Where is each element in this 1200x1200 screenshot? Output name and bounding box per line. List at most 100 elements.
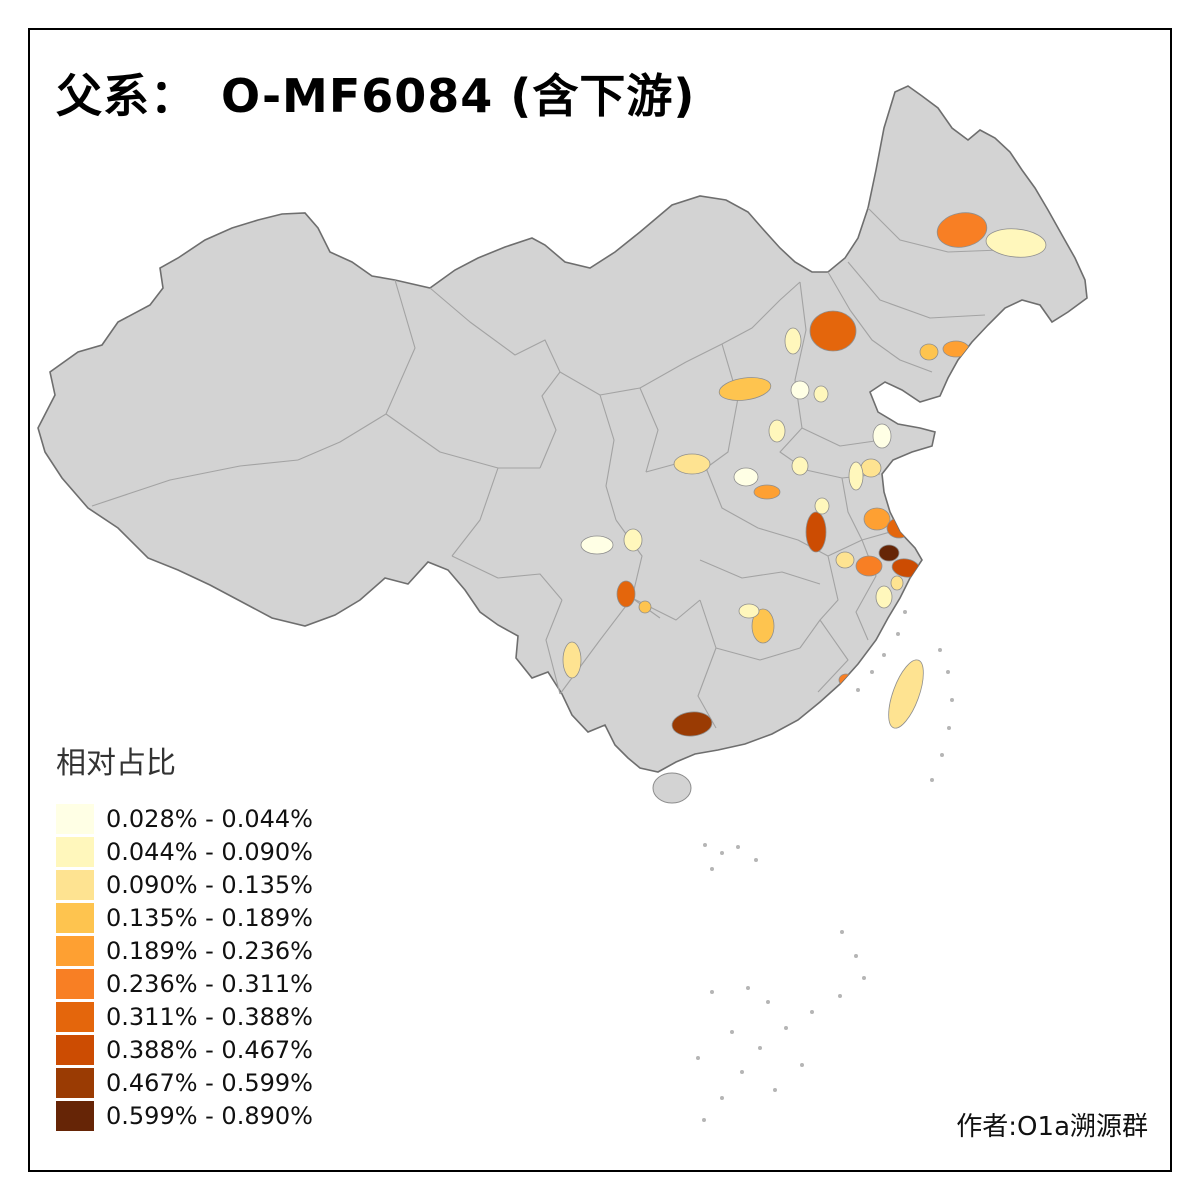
map-region-patch (580, 535, 614, 555)
province-border-line (779, 281, 881, 479)
map-region-patch (919, 343, 939, 361)
small-island (773, 1088, 777, 1092)
small-island (736, 845, 740, 849)
province-border-line (539, 371, 561, 469)
legend-label: 0.028% - 0.044% (106, 805, 313, 833)
legend-label: 0.090% - 0.135% (106, 871, 313, 899)
province-border-line (799, 555, 839, 649)
legend-label: 0.599% - 0.890% (106, 1102, 313, 1130)
map-region-patch (814, 497, 830, 515)
map-region-patch (738, 603, 760, 619)
small-island (882, 653, 886, 657)
map-region-patch (671, 711, 713, 737)
province-border-line (697, 599, 717, 729)
small-island (810, 1010, 814, 1014)
legend-item: 0.311% - 0.388% (56, 1002, 313, 1032)
map-region-patch (878, 544, 900, 562)
map-region-patch (888, 659, 924, 729)
map-region-patch (784, 327, 802, 355)
legend-swatch (56, 1035, 94, 1065)
map-region-patch (855, 555, 883, 577)
map-region-patch (809, 310, 857, 352)
legend-items: 0.028% - 0.044% 0.044% - 0.090% 0.090% - 0… (56, 804, 313, 1131)
legend-label: 0.236% - 0.311% (106, 970, 313, 998)
map-region-patch (638, 600, 652, 614)
small-island (746, 986, 750, 990)
map-region-patch (751, 608, 775, 644)
small-island (946, 670, 950, 674)
map-region-patch (768, 419, 786, 443)
small-island (758, 1046, 762, 1050)
island-patches (888, 659, 924, 729)
small-island (710, 990, 714, 994)
map-region-patch (790, 380, 810, 400)
small-island (856, 688, 860, 692)
province-border-line (639, 387, 659, 473)
map-region-patch (791, 456, 809, 476)
small-island (702, 1118, 706, 1122)
province-border-line (91, 459, 299, 507)
province-border-line (715, 647, 801, 661)
province-border-line (847, 261, 986, 319)
province-border-line (599, 394, 617, 521)
small-island (854, 954, 858, 958)
legend-label: 0.135% - 0.189% (106, 904, 313, 932)
legend-label: 0.044% - 0.090% (106, 838, 313, 866)
small-island (720, 851, 724, 855)
map-title: 父系： O-MF6084 (含下游) (56, 69, 696, 123)
small-island (710, 867, 714, 871)
small-island (720, 1096, 724, 1100)
legend-label: 0.189% - 0.236% (106, 937, 313, 965)
province-border-line (705, 343, 739, 469)
province-border-line (451, 467, 499, 557)
map-region-patch (872, 423, 892, 449)
small-island (838, 994, 842, 998)
small-island (840, 930, 844, 934)
small-island (766, 1000, 770, 1004)
plot-border (28, 28, 1172, 1172)
province-border-line (385, 413, 540, 469)
map-region-patch (985, 228, 1047, 258)
map-region-patch (890, 575, 904, 591)
legend-swatch (56, 903, 94, 933)
province-border-line (841, 477, 863, 541)
map-region-patch (562, 641, 582, 679)
author-credit: 作者:O1a溯源群 (956, 1112, 1148, 1142)
legend: 相对占比 0.028% - 0.044% 0.044% - 0.090% 0.090… (56, 738, 313, 1134)
small-island (947, 726, 951, 730)
province-border-line (699, 559, 821, 585)
legend-swatch (56, 1068, 94, 1098)
map-region-patch (673, 453, 711, 475)
legend-item: 0.236% - 0.311% (56, 969, 313, 999)
legend-item: 0.090% - 0.135% (56, 870, 313, 900)
province-border-line (559, 281, 801, 396)
map-region-patch (875, 585, 893, 609)
map-region-patch (835, 551, 855, 569)
legend-swatch (56, 804, 94, 834)
province-border-line (705, 467, 829, 557)
map-region-patch (718, 377, 772, 401)
legend-item: 0.388% - 0.467% (56, 1035, 313, 1065)
small-island (784, 1026, 788, 1030)
small-island (938, 648, 942, 652)
small-island (870, 670, 874, 674)
small-island (754, 858, 758, 862)
legend-swatch (56, 1101, 94, 1131)
map-region-patch (623, 528, 643, 552)
province-border-line (429, 287, 561, 373)
legend-swatch (56, 870, 94, 900)
map-region-patch (805, 511, 827, 553)
map-region-patch (863, 507, 891, 531)
small-island (696, 1056, 700, 1060)
legend-item: 0.467% - 0.599% (56, 1068, 313, 1098)
province-border-line (817, 619, 849, 693)
small-island (730, 1030, 734, 1034)
small-island (950, 698, 954, 702)
province-border-line (801, 427, 883, 447)
province-border-line (827, 271, 933, 373)
small-island (930, 778, 934, 782)
small-island (862, 976, 866, 980)
small-island (800, 1063, 804, 1067)
province-border-line (451, 555, 563, 601)
